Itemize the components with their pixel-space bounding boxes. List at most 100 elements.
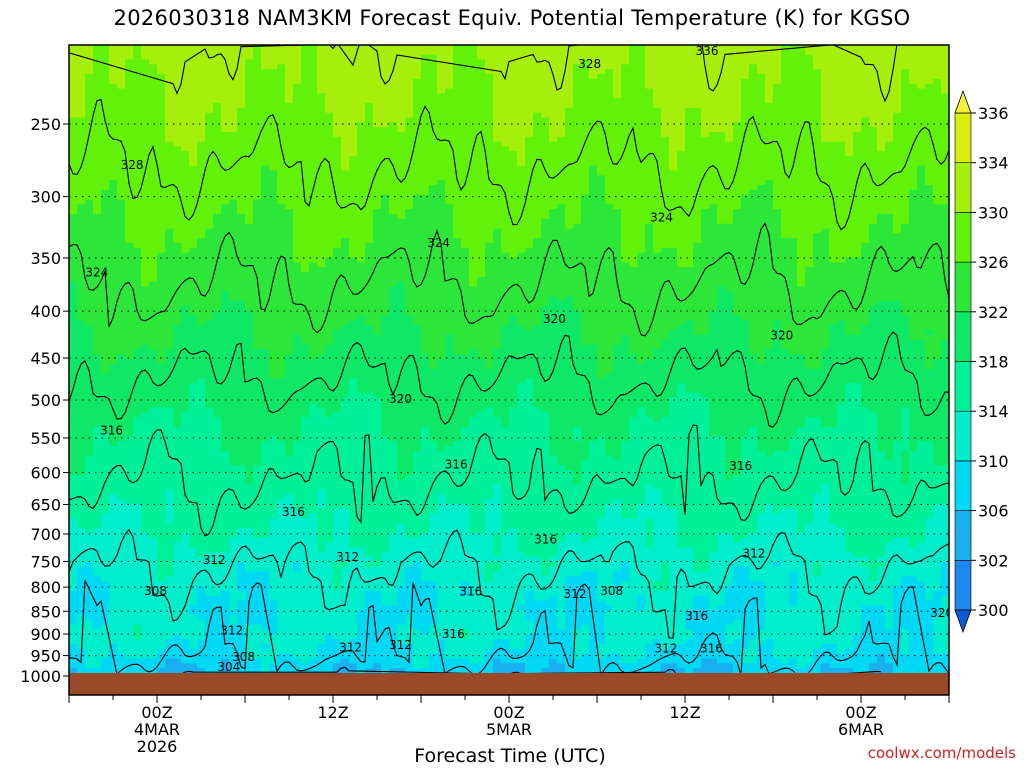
theta-cell <box>341 102 350 109</box>
theta-cell <box>309 199 318 206</box>
theta-cell <box>189 78 198 85</box>
theta-cell <box>341 141 350 148</box>
theta-cell <box>309 262 318 268</box>
theta-cell <box>77 214 86 220</box>
theta-cell <box>429 146 438 152</box>
theta-cell <box>373 93 382 99</box>
theta-cell <box>613 233 622 239</box>
theta-cell <box>157 136 166 143</box>
theta-cell <box>101 127 110 133</box>
theta-cell <box>197 59 206 65</box>
theta-cell <box>613 136 622 143</box>
theta-cell <box>229 146 238 152</box>
theta-cell <box>229 194 238 201</box>
theta-cell <box>77 83 86 90</box>
theta-cell <box>261 189 270 196</box>
theta-cell <box>85 112 94 119</box>
theta-cell <box>141 49 150 56</box>
theta-cell <box>157 165 166 172</box>
theta-cell <box>685 59 694 65</box>
theta-cell <box>421 78 430 85</box>
theta-cell <box>621 228 630 234</box>
theta-cell <box>933 233 942 239</box>
theta-cell <box>157 233 166 239</box>
theta-cell <box>477 160 486 167</box>
theta-cell <box>765 223 774 230</box>
theta-cell <box>245 180 254 186</box>
theta-cell <box>437 185 446 191</box>
theta-cell <box>333 243 342 249</box>
theta-cell <box>781 122 790 128</box>
theta-cell <box>149 223 158 230</box>
theta-cell <box>933 199 942 206</box>
theta-cell <box>69 98 78 104</box>
theta-cell <box>357 69 366 75</box>
theta-cell <box>533 160 542 167</box>
theta-cell <box>501 69 510 75</box>
theta-cell <box>197 156 206 162</box>
theta-cell <box>429 88 438 94</box>
theta-cell <box>773 141 782 148</box>
theta-cell <box>381 83 390 90</box>
theta-cell <box>589 185 598 191</box>
theta-cell <box>813 88 822 94</box>
theta-cell <box>189 160 198 167</box>
theta-cell <box>893 141 902 148</box>
theta-cell <box>925 189 934 196</box>
theta-cell <box>709 45 718 51</box>
theta-cell <box>629 160 638 167</box>
theta-cell <box>517 175 526 181</box>
theta-cell <box>453 180 462 186</box>
theta-cell <box>613 257 622 263</box>
theta-cell <box>245 98 254 104</box>
theta-cell <box>253 218 262 225</box>
theta-cell <box>837 64 846 70</box>
theta-cell <box>293 223 302 230</box>
theta-cell <box>453 228 462 234</box>
theta-cell <box>301 78 310 85</box>
theta-cell <box>725 73 734 80</box>
theta-cell <box>813 233 822 239</box>
theta-cell <box>869 189 878 196</box>
theta-cell <box>693 218 702 225</box>
theta-cell <box>757 45 766 51</box>
theta-cell <box>573 243 582 249</box>
theta-cell <box>437 199 446 206</box>
theta-cell <box>621 49 630 56</box>
theta-cell <box>613 204 622 210</box>
theta-cell <box>653 252 662 259</box>
theta-cell <box>605 102 614 109</box>
theta-cell <box>797 98 806 104</box>
theta-cell <box>749 54 758 61</box>
theta-cell <box>837 223 846 230</box>
theta-cell <box>229 199 238 206</box>
theta-cell <box>373 247 382 254</box>
theta-cell <box>693 131 702 138</box>
theta-cell <box>493 233 502 239</box>
theta-cell <box>181 156 190 162</box>
theta-cell <box>757 199 766 206</box>
theta-cell <box>941 194 949 201</box>
theta-cell <box>509 146 518 152</box>
theta-cell <box>637 189 646 196</box>
theta-cell <box>485 98 494 104</box>
theta-cell <box>701 209 710 215</box>
theta-cell <box>805 194 814 201</box>
theta-cell <box>125 64 134 70</box>
theta-cell <box>501 180 510 186</box>
theta-cell <box>245 238 254 244</box>
theta-cell <box>781 160 790 167</box>
theta-cell <box>533 204 542 210</box>
theta-cell <box>573 223 582 230</box>
theta-cell <box>589 59 598 65</box>
theta-cell <box>565 160 574 167</box>
theta-cell <box>165 122 174 128</box>
theta-cell <box>925 175 934 181</box>
theta-cell <box>469 88 478 94</box>
theta-cell <box>877 189 886 196</box>
theta-cell <box>653 238 662 244</box>
theta-cell <box>509 102 518 109</box>
theta-cell <box>661 141 670 148</box>
theta-cell <box>413 54 422 61</box>
theta-cell <box>893 218 902 225</box>
